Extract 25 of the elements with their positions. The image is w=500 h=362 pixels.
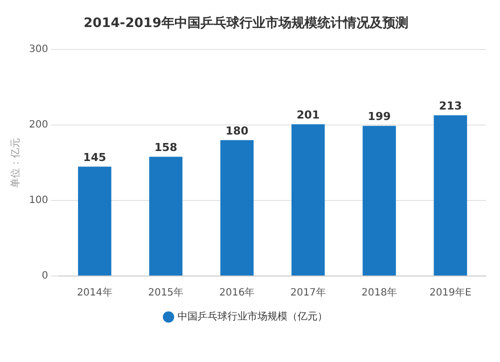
y-tick-label: 200	[28, 120, 48, 131]
chart-title: 2014-2019年中国乒乓球行业市场规模统计情况及预测	[84, 15, 408, 32]
bar	[434, 115, 468, 276]
bar	[362, 126, 396, 276]
data-label: 199	[368, 110, 391, 124]
y-tick-label: 100	[28, 195, 48, 206]
data-label: 180	[225, 124, 249, 138]
x-tick-label: 2017年	[290, 286, 326, 299]
data-label: 201	[296, 108, 320, 122]
x-tick-label: 2016年	[219, 286, 255, 299]
data-label: 145	[83, 150, 106, 164]
data-label: 158	[154, 141, 178, 154]
bar	[291, 124, 325, 276]
x-tick-label: 2015年	[148, 286, 184, 299]
y-tick-label: 300	[28, 44, 48, 56]
x-tick-label: 2014年	[76, 286, 112, 299]
x-tick-label: 2019年E	[430, 286, 472, 299]
bar	[220, 140, 254, 276]
bar	[149, 156, 182, 276]
legend-label: 中国乒乓球行业市场规模（亿元）	[178, 310, 328, 323]
y-axis-title: 单位：亿元	[10, 138, 22, 188]
y-tick-label: 0	[42, 270, 48, 282]
x-tick-label: 2018年	[362, 286, 397, 299]
data-label: 213	[438, 100, 462, 113]
bar	[78, 166, 112, 276]
